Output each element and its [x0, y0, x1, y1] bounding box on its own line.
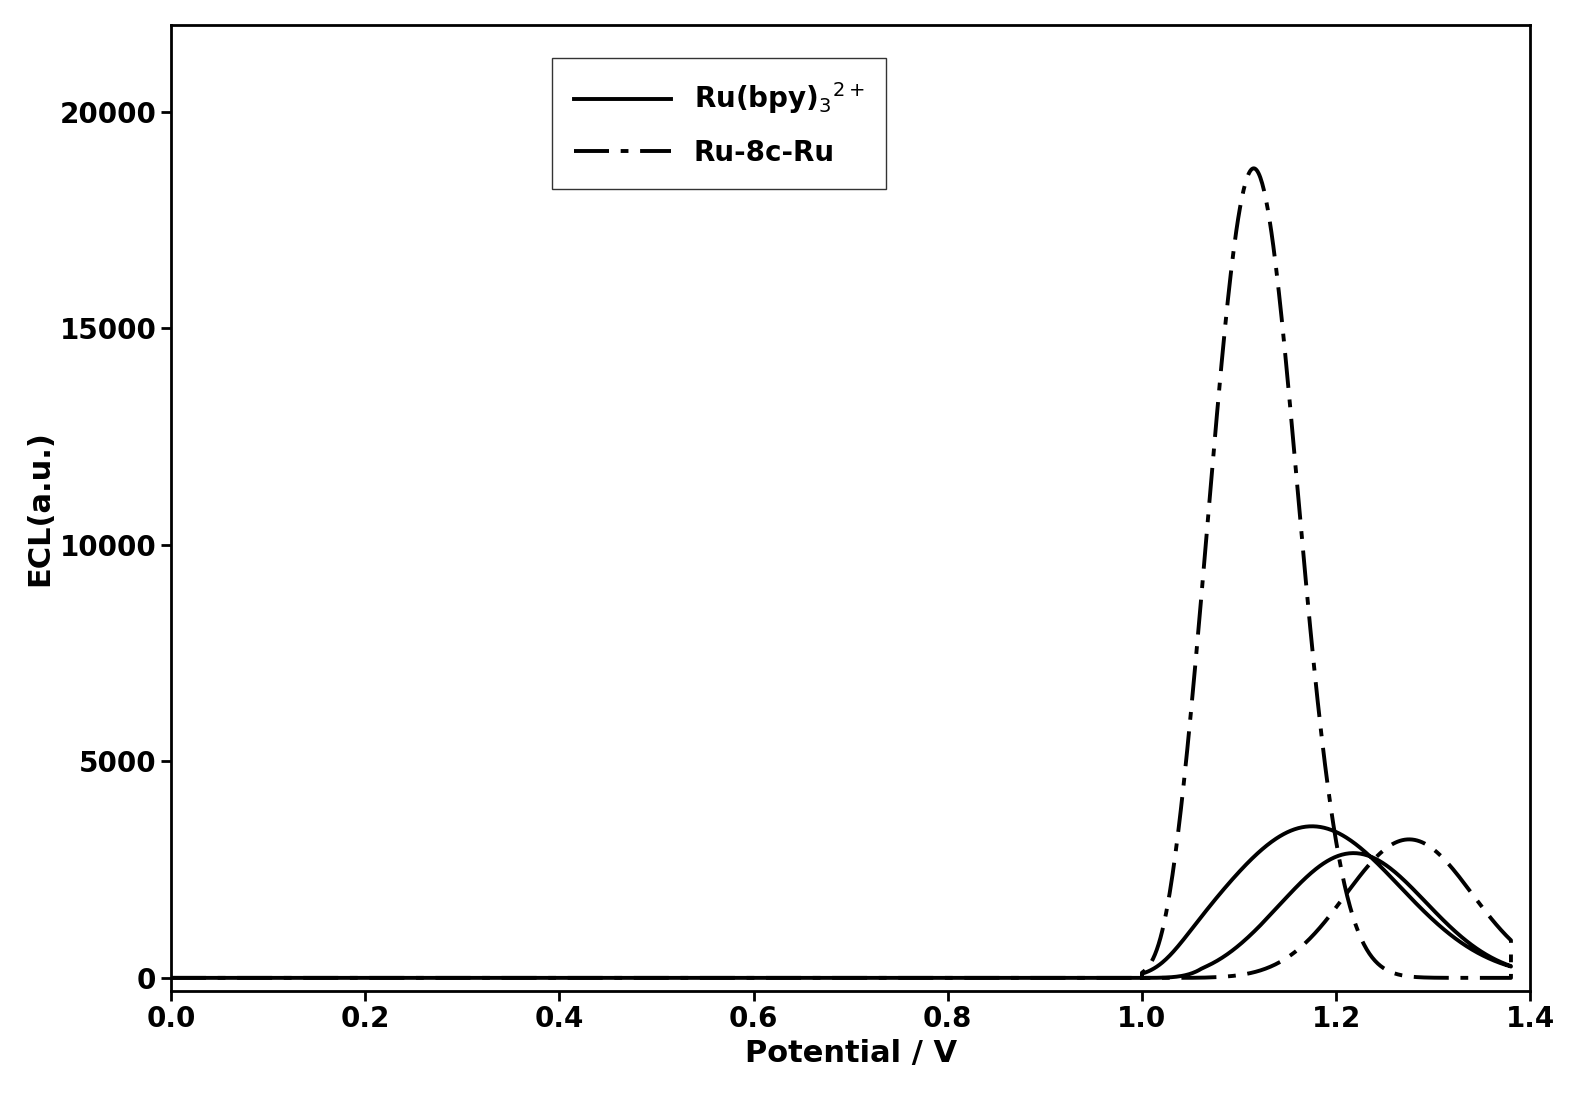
Ru-8c-Ru: [1420, 971, 1439, 984]
Ru-8c-Ru: [161, 972, 180, 985]
Ru-8c-Ru: [1133, 972, 1152, 985]
Ru(bpy)$_3$$^{2+}$: [1139, 972, 1158, 985]
Ru(bpy)$_3$$^{2+}$: [1133, 972, 1152, 985]
Ru-8c-Ru: [1245, 162, 1264, 175]
Ru-8c-Ru: [1487, 972, 1506, 985]
X-axis label: Potential / V: Potential / V: [744, 1039, 957, 1068]
Ru-8c-Ru: [768, 972, 787, 985]
Line: Ru-8c-Ru: Ru-8c-Ru: [171, 168, 1510, 978]
Ru(bpy)$_3$$^{2+}$: [1487, 955, 1506, 968]
Ru(bpy)$_3$$^{2+}$: [1354, 848, 1373, 861]
Ru(bpy)$_3$$^{2+}$: [1463, 943, 1482, 956]
Y-axis label: ECL(a.u.): ECL(a.u.): [25, 430, 54, 586]
Legend: Ru(bpy)$_3$$^{2+}$, Ru-8c-Ru: Ru(bpy)$_3$$^{2+}$, Ru-8c-Ru: [551, 58, 886, 189]
Ru-8c-Ru: [1463, 972, 1482, 985]
Ru-8c-Ru: [1139, 972, 1158, 985]
Line: Ru(bpy)$_3$$^{2+}$: Ru(bpy)$_3$$^{2+}$: [171, 826, 1510, 978]
Ru-8c-Ru: [1354, 865, 1373, 878]
Ru(bpy)$_3$$^{2+}$: [768, 972, 787, 985]
Ru(bpy)$_3$$^{2+}$: [1302, 820, 1321, 833]
Ru(bpy)$_3$$^{2+}$: [1420, 910, 1439, 924]
Ru(bpy)$_3$$^{2+}$: [161, 972, 180, 985]
